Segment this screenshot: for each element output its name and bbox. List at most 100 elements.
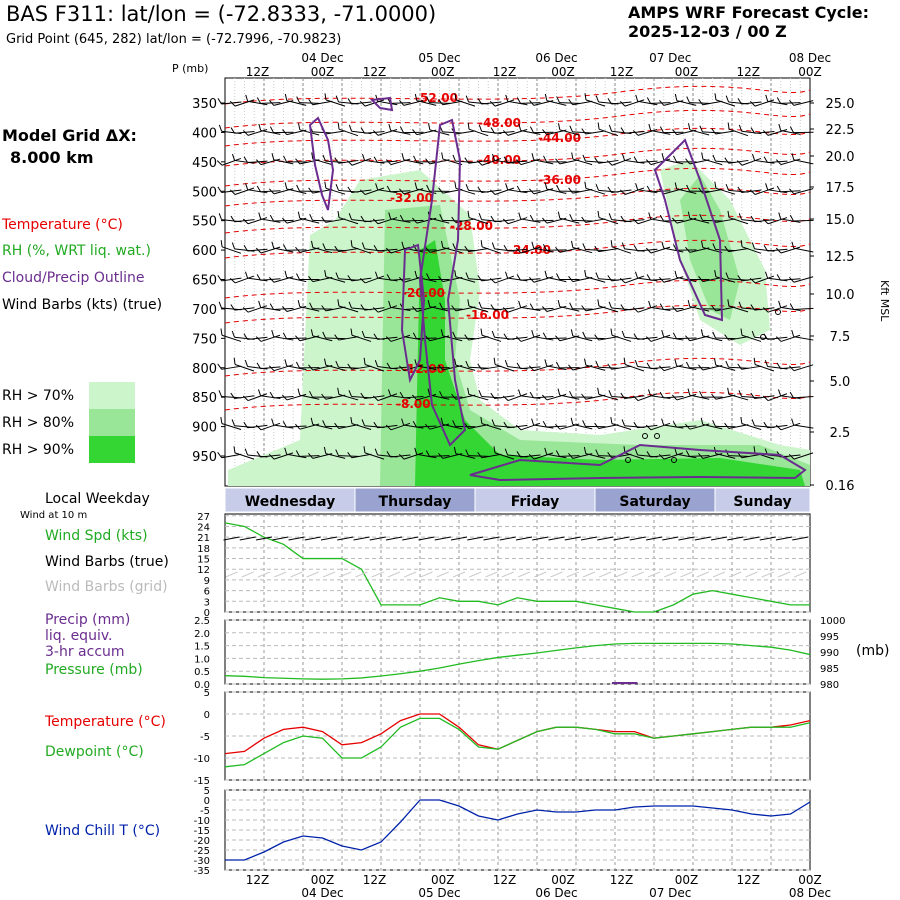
wind-barb-flag <box>555 361 560 369</box>
wind-barb-flag <box>233 446 236 453</box>
cloud-outline <box>369 96 394 112</box>
rh-shading <box>660 160 770 345</box>
wind-barb-shaft <box>663 336 684 341</box>
wind-barb-shaft <box>572 158 593 166</box>
wind-barb-true <box>564 536 581 541</box>
wind-barb-flag <box>762 307 769 313</box>
wind-barb-flag <box>672 306 678 312</box>
wind-barb-shaft <box>312 100 333 106</box>
wind-barb-flag <box>504 360 509 367</box>
wind-barb-shaft <box>676 453 697 459</box>
wind-barb-shaft <box>767 277 788 282</box>
wind-barb <box>311 240 333 254</box>
wind-barb-flag <box>493 446 496 453</box>
wind-barb-shaft <box>741 307 762 311</box>
wind-barb-shaft <box>442 247 463 254</box>
wind-barb-shaft <box>416 276 437 283</box>
wind-barb-shaft <box>364 275 385 284</box>
wind-barb <box>503 156 528 164</box>
wind-barb-flag <box>607 98 612 105</box>
weekday-label: Thursday <box>379 494 452 510</box>
wind-barb-flag <box>570 329 574 337</box>
wind-barb-shaft <box>676 129 697 136</box>
wind-barb-flag <box>282 129 288 135</box>
wind-barb <box>542 305 567 312</box>
wind-barb <box>412 244 437 251</box>
wind-barb-flag <box>737 363 743 370</box>
pressure-panel-tick-label: 2.5 <box>194 616 210 627</box>
wind-barb-flag <box>542 244 547 251</box>
wind-barb <box>711 216 736 223</box>
wind-barb <box>311 152 333 166</box>
wind-barb-shaft <box>624 452 645 460</box>
wind-barb-grid <box>712 571 726 578</box>
wind-barb-shaft <box>754 219 775 223</box>
wind-barb-flag <box>504 271 509 279</box>
wind-barb <box>489 187 515 195</box>
wind-panel-tick-label: 6 <box>204 587 210 598</box>
wind-barb-flag <box>789 188 795 195</box>
wind-barb-shaft <box>533 452 554 460</box>
wind-barb-flag <box>764 360 769 367</box>
wind-barb-flag <box>478 390 482 397</box>
wind-barb-shaft <box>286 393 307 401</box>
wind-barb-flag <box>282 244 287 251</box>
wind-barb <box>490 215 515 223</box>
pressure-tick-label: 800 <box>192 362 217 377</box>
wind-barb <box>502 217 528 225</box>
wind-barb <box>725 272 749 281</box>
wind-barb <box>607 186 632 193</box>
page-title: BAS F311: lat/lon = (-72.8333, -71.0000) <box>6 2 437 26</box>
wind-barb-shaft <box>728 336 749 341</box>
wind-barb-flag <box>359 277 366 284</box>
wind-barb-flag <box>700 329 704 337</box>
wind-barb-shaft <box>728 248 749 253</box>
wind-barb-flag <box>258 212 262 220</box>
wind-barb <box>750 392 775 400</box>
wind-barb <box>321 216 346 223</box>
wind-barb-flag <box>256 362 261 369</box>
wind-barb-flag <box>737 186 742 193</box>
wind-barb-flag <box>635 94 639 102</box>
wind-barb-shaft <box>728 189 749 193</box>
wind-barb-flag <box>528 365 535 372</box>
wind-barb-true <box>775 536 793 541</box>
wind-barb-flag <box>621 330 626 338</box>
wind-barb-shaft <box>221 157 242 166</box>
wind-barb <box>282 129 307 136</box>
wind-barb-flag <box>465 183 470 191</box>
wind-barb <box>360 215 385 223</box>
wind-barb-shaft <box>702 365 723 371</box>
bottom-hour-label: 12Z <box>737 873 761 887</box>
wind-barb <box>335 183 359 193</box>
wind-barb <box>645 422 671 431</box>
wind-barb-flag <box>789 391 794 399</box>
wind-barb <box>256 451 281 458</box>
wind-barb <box>595 449 619 457</box>
wind-barb-shaft <box>546 129 567 136</box>
wind-barb <box>454 181 476 195</box>
wind-barb-flag <box>750 215 755 222</box>
wind-barb-flag <box>597 387 600 395</box>
temperature-contour <box>224 187 811 207</box>
wind-barb <box>556 96 580 104</box>
wind-barb-flag <box>217 452 223 459</box>
wind-barb-flag <box>724 422 730 429</box>
wind-barb <box>698 187 723 194</box>
wind-barb <box>467 122 489 137</box>
wind-barb <box>464 157 489 164</box>
wind-barb-flag <box>256 451 261 458</box>
wind-barb-shaft <box>416 365 437 371</box>
wind-barb <box>438 452 463 459</box>
wind-barb <box>348 301 372 311</box>
chill-panel-tick-label: -25 <box>194 846 210 857</box>
wind-barb <box>711 393 736 400</box>
wind-barb <box>529 391 554 399</box>
wind-barb-shaft <box>494 99 515 107</box>
wind-barb <box>360 392 385 400</box>
wind-barb-shaft <box>507 129 528 136</box>
wind-barb-flag <box>309 390 313 398</box>
chill-panel-frame <box>224 789 811 871</box>
wind-barb <box>493 357 515 372</box>
wind-barb-flag <box>321 305 327 312</box>
